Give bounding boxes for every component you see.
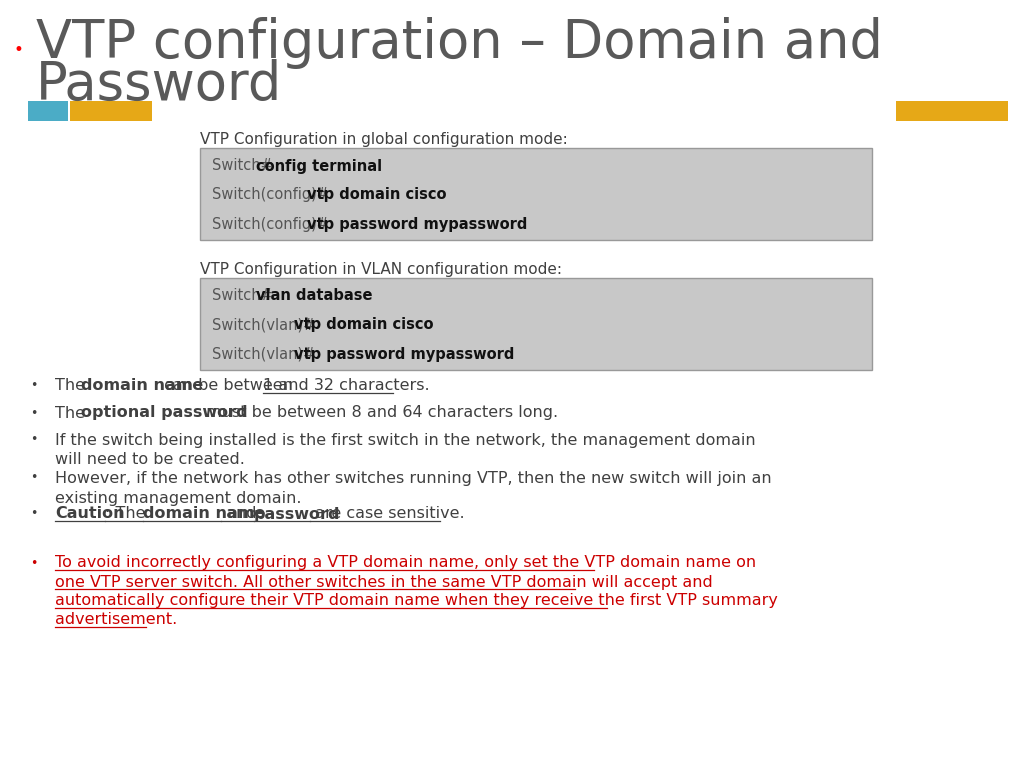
Text: vlan database: vlan database (256, 289, 373, 303)
Text: will need to be created.: will need to be created. (55, 452, 245, 468)
Text: •: • (30, 433, 37, 446)
Text: Switch(vlan)#: Switch(vlan)# (212, 346, 315, 362)
Text: : The: : The (104, 507, 151, 521)
Text: domain name: domain name (81, 379, 203, 393)
Text: Switch#: Switch# (212, 158, 272, 174)
Text: VTP Configuration in global configuration mode:: VTP Configuration in global configuratio… (200, 132, 567, 147)
Text: •: • (30, 508, 37, 521)
Text: existing management domain.: existing management domain. (55, 491, 301, 505)
FancyBboxPatch shape (70, 101, 152, 121)
Text: •: • (30, 379, 37, 392)
Text: However, if the network has other switches running VTP, then the new switch will: However, if the network has other switch… (55, 471, 772, 485)
Text: password: password (254, 507, 340, 521)
FancyBboxPatch shape (896, 101, 1008, 121)
Text: vtp password mypassword: vtp password mypassword (307, 217, 527, 231)
Text: must be between 8 and 64 characters long.: must be between 8 and 64 characters long… (202, 406, 558, 421)
Text: vtp domain cisco: vtp domain cisco (307, 187, 446, 203)
Text: Password: Password (36, 59, 283, 111)
Text: If the switch being installed is the first switch in the network, the management: If the switch being installed is the fir… (55, 432, 756, 448)
Text: one VTP server switch. All other switches in the same VTP domain will accept and: one VTP server switch. All other switche… (55, 574, 713, 590)
Text: •: • (30, 472, 37, 485)
Text: optional password: optional password (81, 406, 248, 421)
Text: vtp password mypassword: vtp password mypassword (294, 346, 515, 362)
FancyBboxPatch shape (200, 148, 872, 240)
Text: The: The (55, 379, 90, 393)
Text: Switch(config)#: Switch(config)# (212, 217, 329, 231)
Text: Switch(config)#: Switch(config)# (212, 187, 329, 203)
Text: can be between: can be between (159, 379, 298, 393)
Text: •: • (14, 41, 24, 59)
Text: Switch(vlan)#: Switch(vlan)# (212, 317, 315, 333)
Text: The: The (55, 406, 90, 421)
Text: advertisement.: advertisement. (55, 613, 177, 627)
Text: •: • (30, 557, 37, 570)
Text: automatically configure their VTP domain name when they receive the first VTP su: automatically configure their VTP domain… (55, 594, 778, 608)
Text: •: • (30, 406, 37, 419)
Text: VTP configuration – Domain and: VTP configuration – Domain and (36, 17, 883, 69)
Text: vtp domain cisco: vtp domain cisco (294, 317, 434, 333)
Text: domain name: domain name (143, 507, 266, 521)
FancyBboxPatch shape (28, 101, 68, 121)
Text: and: and (221, 507, 262, 521)
Text: config terminal: config terminal (256, 158, 382, 174)
FancyBboxPatch shape (200, 278, 872, 370)
Text: 1 and 32 characters.: 1 and 32 characters. (263, 379, 429, 393)
Text: VTP Configuration in VLAN configuration mode:: VTP Configuration in VLAN configuration … (200, 262, 562, 277)
Text: Switch#: Switch# (212, 289, 272, 303)
Text: Caution: Caution (55, 507, 125, 521)
Text: are case sensitive.: are case sensitive. (310, 507, 465, 521)
Text: To avoid incorrectly configuring a VTP domain name, only set the VTP domain name: To avoid incorrectly configuring a VTP d… (55, 555, 756, 571)
